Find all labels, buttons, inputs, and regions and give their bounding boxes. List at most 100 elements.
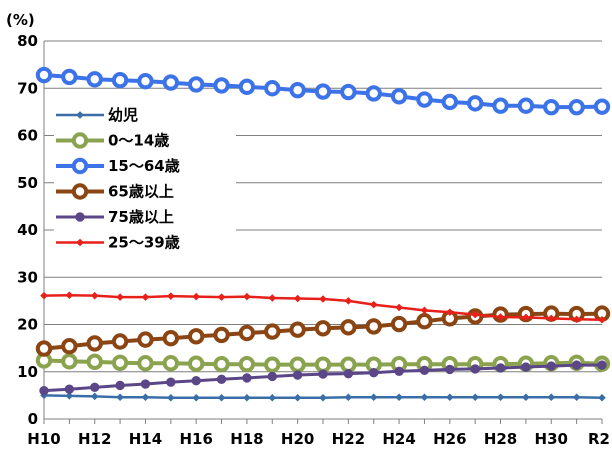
- series-5-point-H13: [116, 293, 124, 301]
- x-tick-label-H22: H22: [332, 430, 365, 448]
- series-1-point-H18: [238, 355, 256, 373]
- series-5-point-H19: [268, 294, 277, 302]
- series-2-point-H21: [314, 83, 332, 100]
- series-0-point-H19: [268, 393, 277, 402]
- series-3-point-H21: [314, 320, 332, 337]
- series-0-point-H15: [167, 393, 175, 402]
- y-tick-label-60: 60: [17, 127, 38, 145]
- series-4-point-H15: [166, 377, 176, 387]
- series-3-point-H22: [340, 319, 357, 336]
- x-tick-label-H18: H18: [230, 430, 263, 448]
- series-0-point-H30: [547, 393, 556, 402]
- series-0-point-H13: [116, 393, 124, 402]
- x-tick-label-H24: H24: [382, 430, 415, 448]
- series-2-point-R2: [593, 98, 611, 115]
- legend-marker-2: [71, 157, 89, 175]
- series-0: [40, 391, 606, 402]
- series-0-point-H18: [243, 393, 251, 402]
- series-4-point-H26: [445, 364, 455, 375]
- series-4-point-H24: [394, 366, 404, 376]
- series-5-point-H14: [141, 293, 150, 301]
- series-3-point-H10: [35, 340, 53, 357]
- series-2-point-H18: [238, 78, 256, 96]
- series-2-point-H28: [492, 97, 509, 114]
- y-tick-label-70: 70: [17, 79, 38, 97]
- series-3-point-H17: [213, 326, 230, 344]
- series-0-point-H22: [344, 393, 353, 402]
- legend-entry-2: 15〜64歳: [56, 157, 180, 175]
- series-2-point-H25: [416, 91, 433, 108]
- series-4-point-H23: [369, 367, 379, 378]
- legend-entry-1: 0〜14歳: [56, 132, 169, 150]
- x-tick-label-R2: R2: [588, 430, 610, 448]
- series-1: [35, 352, 611, 373]
- legend-entry-3: 65歳以上: [56, 183, 174, 201]
- series-4-point-H12: [90, 382, 100, 393]
- legend-marker-1: [71, 132, 89, 149]
- x-tick-label-H16: H16: [179, 430, 212, 448]
- series-0-point-H23: [369, 393, 378, 402]
- series-0-point-R2: [598, 393, 606, 402]
- y-tick-label-0: 0: [28, 410, 38, 428]
- series-5-point-R1: [572, 315, 581, 324]
- series-0-point-H11: [65, 392, 74, 400]
- legend-marker-5: [76, 238, 84, 247]
- y-axis-unit-label: (%): [6, 11, 35, 29]
- series-5-point-H26: [446, 308, 454, 316]
- series-2-point-H17: [213, 77, 230, 94]
- series-5-point-H27: [471, 310, 479, 319]
- x-tick-label-H20: H20: [281, 430, 314, 448]
- x-tick-label-H30: H30: [535, 430, 568, 448]
- series-0-point-H12: [90, 392, 99, 401]
- series-3-point-H15: [162, 330, 180, 347]
- y-tick-label-30: 30: [17, 268, 38, 286]
- series-4-point-H14: [140, 379, 151, 389]
- series-3-point-H19: [264, 323, 281, 340]
- series-2: [35, 66, 611, 116]
- series-4-point-R1: [571, 360, 582, 370]
- series-1-point-H19: [264, 356, 281, 373]
- series-1-point-H21: [314, 356, 332, 373]
- series-3-point-H12: [86, 335, 103, 352]
- series-2-point-H24: [390, 88, 408, 105]
- series-1-point-H11: [61, 353, 78, 370]
- series-4-point-R2: [597, 360, 607, 370]
- series-4-point-H10: [39, 385, 49, 396]
- series-5-point-H18: [243, 292, 251, 301]
- series-3-point-H20: [289, 321, 306, 338]
- series-2-point-H20: [289, 81, 306, 99]
- series-0-point-H26: [446, 393, 454, 402]
- series-2-point-H11: [61, 68, 78, 86]
- series-2-point-H13: [111, 72, 129, 89]
- series-0-point-H27: [471, 393, 479, 402]
- series-5-point-H17: [217, 293, 226, 301]
- legend-label-5: 25〜39歳: [108, 234, 180, 252]
- series-5-point-H20: [293, 294, 302, 303]
- series-4-point-H18: [242, 373, 252, 383]
- legend-label-1: 0〜14歳: [108, 132, 169, 150]
- series-0-point-H14: [141, 393, 150, 402]
- series-4-point-H16: [191, 376, 201, 386]
- legend-label-3: 65歳以上: [108, 183, 174, 201]
- series-2-point-H10: [35, 66, 53, 84]
- series-0-point-H21: [319, 393, 327, 402]
- series-3: [35, 305, 611, 357]
- series-0-point-H25: [420, 393, 429, 402]
- series-0-point-H17: [217, 393, 226, 402]
- series-5: [40, 291, 606, 324]
- series-5-point-H29: [522, 313, 530, 322]
- series-5-point-H30: [547, 314, 556, 323]
- series-3-point-H11: [61, 338, 78, 355]
- series-5-point-H25: [420, 306, 429, 315]
- series-0-point-H29: [522, 393, 530, 402]
- legend-marker-0: [76, 111, 84, 119]
- series-group: [35, 66, 611, 402]
- series-0-point-H16: [192, 393, 200, 402]
- series-1-point-H12: [86, 353, 103, 371]
- legend-background: [54, 100, 236, 259]
- series-5-point-H11: [65, 291, 74, 299]
- series-1-point-H17: [213, 355, 230, 373]
- series-2-point-H15: [162, 74, 180, 91]
